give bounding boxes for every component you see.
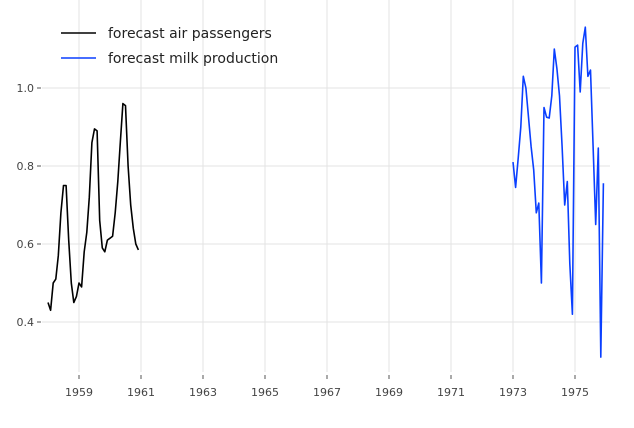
y-tick-label: 1.0 — [17, 82, 35, 95]
x-tick-label: 1959 — [65, 386, 93, 399]
y-tick-label: 0.6 — [17, 238, 35, 251]
series-line-forecast-air-passengers — [47, 102, 140, 312]
x-tick-label: 1963 — [189, 386, 217, 399]
y-tick-label: 0.4 — [17, 316, 35, 329]
legend: forecast air passengers forecast milk pr… — [61, 26, 278, 67]
y-axis: 0.4 0.6 0.8 1.0 — [17, 82, 41, 329]
x-tick-label: 1967 — [313, 386, 341, 399]
series-lines — [47, 26, 605, 358]
x-tick-label: 1961 — [127, 386, 155, 399]
legend-label-air-passengers: forecast air passengers — [108, 26, 272, 42]
legend-label-milk-production: forecast milk production — [108, 51, 278, 67]
x-tick-label: 1969 — [375, 386, 403, 399]
x-tick-label: 1971 — [437, 386, 465, 399]
x-tick-label: 1965 — [251, 386, 279, 399]
x-tick-label: 1975 — [561, 386, 589, 399]
x-axis: 1959 1961 1963 1965 1967 1969 1971 1973 1975 — [65, 375, 589, 399]
series-line-forecast-milk-production — [512, 26, 605, 358]
x-tick-label: 1973 — [499, 386, 527, 399]
y-tick-label: 0.8 — [17, 160, 35, 173]
